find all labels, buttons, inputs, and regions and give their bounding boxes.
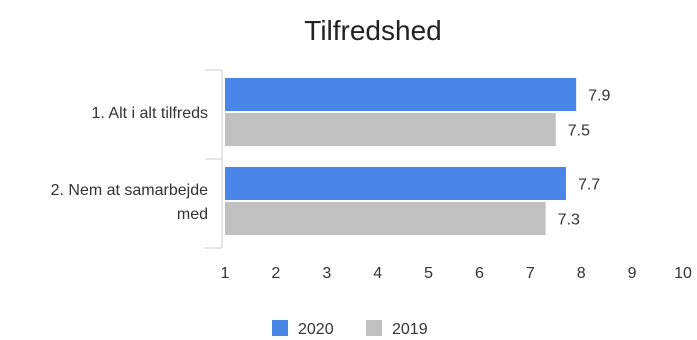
x-tick-label: 6 (475, 265, 484, 282)
data-label: 7.5 (568, 123, 590, 140)
category-label: 2. Nem at samarbejde (51, 182, 209, 199)
x-tick-label: 5 (424, 265, 433, 282)
bar-2019-1 (225, 113, 556, 146)
legend-swatch-2019 (366, 320, 382, 336)
legend-label: 2020 (298, 321, 334, 338)
category-labels: 1. Alt i alt tilfreds 2. Nem at samarbejd… (51, 105, 209, 223)
x-tick-label: 3 (322, 265, 331, 282)
category-label: med (177, 206, 208, 223)
x-tick-label: 1 (221, 265, 230, 282)
bars-group: 7.9 7.7 7.5 7.3 (225, 78, 610, 235)
category-label: 1. Alt i alt tilfreds (92, 105, 209, 122)
bar-2020-1 (225, 78, 577, 111)
legend: 2020 2019 (272, 320, 428, 338)
legend-swatch-2020 (272, 320, 288, 336)
x-tick-label: 7 (526, 265, 535, 282)
x-tick-label: 2 (271, 265, 280, 282)
data-label: 7.7 (578, 177, 600, 194)
x-tick-label: 9 (628, 265, 637, 282)
x-tick-label: 10 (674, 265, 692, 282)
chart-title: Tilfredshed (304, 15, 441, 46)
data-label: 7.3 (558, 212, 580, 229)
data-label: 7.9 (588, 88, 610, 105)
x-tick-labels: 1 2 3 4 5 6 7 8 9 10 (221, 265, 692, 282)
bar-2020-2 (225, 167, 566, 200)
bar-2019-2 (225, 202, 546, 235)
x-tick-label: 4 (373, 265, 382, 282)
x-tick-label: 8 (577, 265, 586, 282)
legend-label: 2019 (392, 321, 428, 338)
